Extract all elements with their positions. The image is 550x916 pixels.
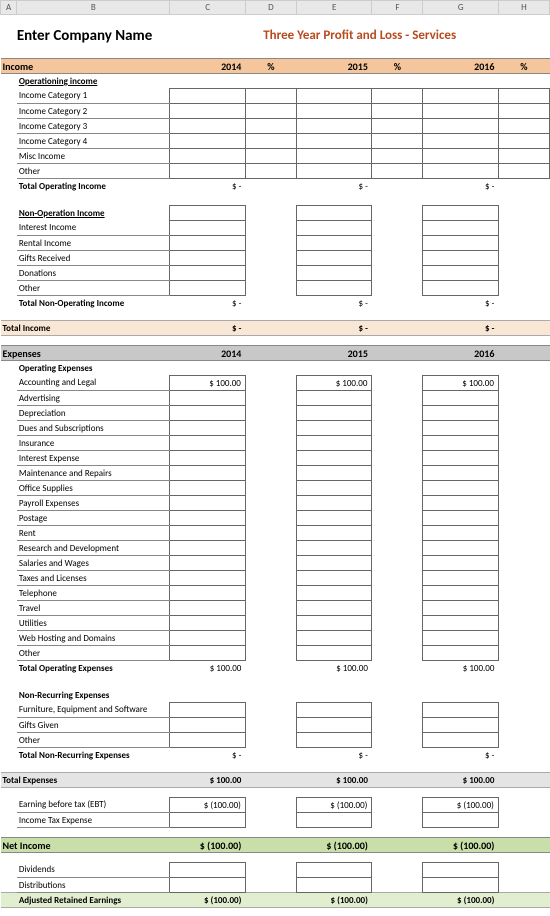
year-1: 2014	[170, 59, 246, 74]
income-row: Income Category 4	[17, 134, 170, 149]
distributions: Distributions	[17, 878, 170, 893]
pct-2: %	[372, 59, 423, 74]
income-row: Misc Income	[17, 149, 170, 164]
year-2: 2015	[296, 59, 372, 74]
nonop-row: Other	[17, 281, 170, 296]
exp-row: Salaries and Wages	[17, 556, 170, 571]
exp-row: Interest Expense	[17, 451, 170, 466]
col-G[interactable]: G	[423, 1, 499, 15]
exp-row: Other	[17, 646, 170, 661]
company-name[interactable]: Enter Company Name	[17, 23, 170, 49]
exp-row: Insurance	[17, 436, 170, 451]
exp-row: Telephone	[17, 586, 170, 601]
nr-row: Furniture, Equipment and Software	[17, 703, 170, 718]
exp-row: Travel	[17, 601, 170, 616]
column-header-row: A B C D E F G H	[1, 1, 550, 15]
col-C[interactable]: C	[170, 1, 246, 15]
exp-row: Rent	[17, 526, 170, 541]
income-row: Income Category 3	[17, 119, 170, 134]
net-income-label: Net Income	[1, 838, 170, 853]
exp-row: Accounting and Legal	[17, 376, 170, 391]
nr-exp-sub: Non-Recurring Expenses	[17, 688, 170, 703]
income-label: Income	[1, 59, 170, 74]
expenses-label: Expenses	[1, 346, 170, 361]
nonop-income-sub: Non-Operation Income	[17, 206, 170, 221]
exp-row: Postage	[17, 511, 170, 526]
col-A[interactable]: A	[1, 1, 17, 15]
exp-row: Taxes and Licenses	[17, 571, 170, 586]
expenses-header-row: Expenses 2014 2015 2016	[1, 346, 550, 361]
cell[interactable]	[170, 89, 246, 104]
col-H[interactable]: H	[498, 1, 549, 15]
col-D[interactable]: D	[245, 1, 296, 15]
col-F[interactable]: F	[372, 1, 423, 15]
pct-3: %	[498, 59, 549, 74]
col-E[interactable]: E	[296, 1, 372, 15]
total-op-exp: Total Operating Expenses	[17, 661, 170, 676]
sheet-title: Three Year Profit and Loss - Services	[170, 23, 550, 49]
exp-val[interactable]: $ 100.00	[170, 376, 246, 391]
pct-1: %	[245, 59, 296, 74]
adjusted-retained: Adjusted Retained Earnings	[17, 893, 170, 908]
total-expenses: Total Expenses	[1, 773, 170, 788]
exp-row: Maintenance and Repairs	[17, 466, 170, 481]
dividends: Dividends	[17, 863, 170, 878]
nonop-row: Interest Income	[17, 221, 170, 236]
income-header-row: Income 2014 % 2015 % 2016 %	[1, 59, 550, 74]
exp-row: Depreciation	[17, 406, 170, 421]
income-row: Income Category 2	[17, 104, 170, 119]
op-exp-sub: Operating Expenses	[17, 361, 170, 376]
nonop-row: Rental Income	[17, 236, 170, 251]
nonop-row: Gifts Received	[17, 251, 170, 266]
exp-row: Research and Development	[17, 541, 170, 556]
year-3: 2016	[423, 59, 499, 74]
nr-row: Other	[17, 733, 170, 748]
ebt-label: Earning before tax (EBT)	[17, 798, 170, 813]
total-nonop-income: Total Non-Operating Income	[17, 296, 170, 311]
tax-label: Income Tax Expense	[17, 813, 170, 828]
spreadsheet: A B C D E F G H Enter Company Name Three…	[0, 0, 550, 916]
total-income: Total Income	[1, 321, 170, 336]
total-op-income: Total Operating Income	[17, 179, 170, 194]
exp-row: Advertising	[17, 391, 170, 406]
exp-row: Payroll Expenses	[17, 496, 170, 511]
nr-row: Gifts Given	[17, 718, 170, 733]
income-row: Other	[17, 164, 170, 179]
operating-income-sub: Operationing income	[17, 74, 170, 89]
exp-row: Dues and Subscriptions	[17, 421, 170, 436]
col-B[interactable]: B	[17, 1, 170, 15]
income-row: Income Category 1	[17, 89, 170, 104]
nonop-row: Donations	[17, 266, 170, 281]
total-nr-exp: Total Non-Recurring Expenses	[17, 748, 170, 763]
exp-row: Office Supplies	[17, 481, 170, 496]
exp-row: Utilities	[17, 616, 170, 631]
exp-row: Web Hosting and Domains	[17, 631, 170, 646]
